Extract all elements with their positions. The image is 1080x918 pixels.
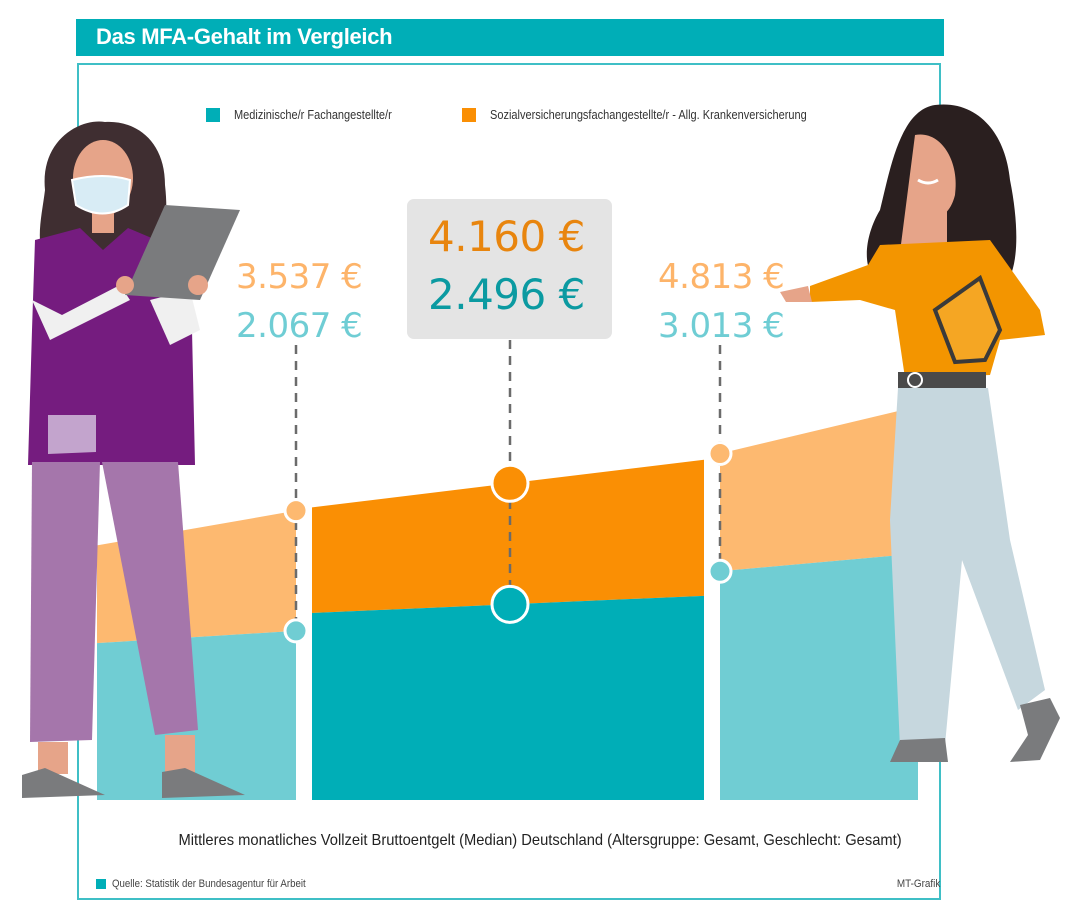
bar-segment-svfa [312, 459, 704, 613]
data-point-svfa [283, 498, 309, 524]
page-title: Das MFA-Gehalt im Vergleich [96, 24, 393, 49]
value-label-mfa-median: 2.496 € [428, 270, 585, 319]
bar-segment-mfa [97, 630, 296, 800]
legend-item-svfa: Sozialversicherungsfachangestellte/r - A… [462, 108, 850, 122]
legend-swatch-svfa [462, 108, 476, 122]
credit-text: MT-Grafik [896, 878, 940, 890]
source-text: Quelle: Statistik der Bundesagentur für … [112, 878, 306, 890]
chart-caption-text: Mittleres monatliches Vollzeit Bruttoent… [178, 832, 902, 849]
data-point-mfa [490, 584, 530, 624]
legend-label-mfa: Medizinische/r Fachangestellte/r [234, 108, 392, 122]
bar-segment-mfa [720, 553, 918, 800]
source-note: Quelle: Statistik der Bundesagentur für … [96, 878, 332, 890]
bar-segment-svfa [97, 510, 296, 644]
value-label-mfa-low: 2.067 € [236, 306, 363, 346]
title-bar: Das MFA-Gehalt im Vergleich [76, 19, 944, 56]
data-point-mfa [283, 618, 309, 644]
data-point-svfa [490, 463, 530, 503]
value-label-svfa-median: 4.160 € [428, 212, 585, 261]
legend-label-svfa: Sozialversicherungsfachangestellte/r - A… [490, 108, 807, 122]
value-label-svfa-high: 4.813 € [658, 257, 785, 297]
data-point-mfa [707, 558, 733, 584]
data-point-svfa [707, 441, 733, 467]
bar-segment-svfa [720, 406, 918, 572]
bar-segment-mfa [312, 595, 704, 800]
median-value-box [407, 199, 612, 339]
value-label-svfa-low: 3.537 € [236, 257, 363, 297]
value-label-mfa-high: 3.013 € [658, 306, 785, 346]
legend-item-mfa: Medizinische/r Fachangestellte/r [206, 108, 413, 122]
legend-swatch-mfa [206, 108, 220, 122]
chart-caption: Mittleres monatliches Vollzeit Bruttoent… [0, 832, 1080, 850]
source-swatch [96, 879, 106, 889]
